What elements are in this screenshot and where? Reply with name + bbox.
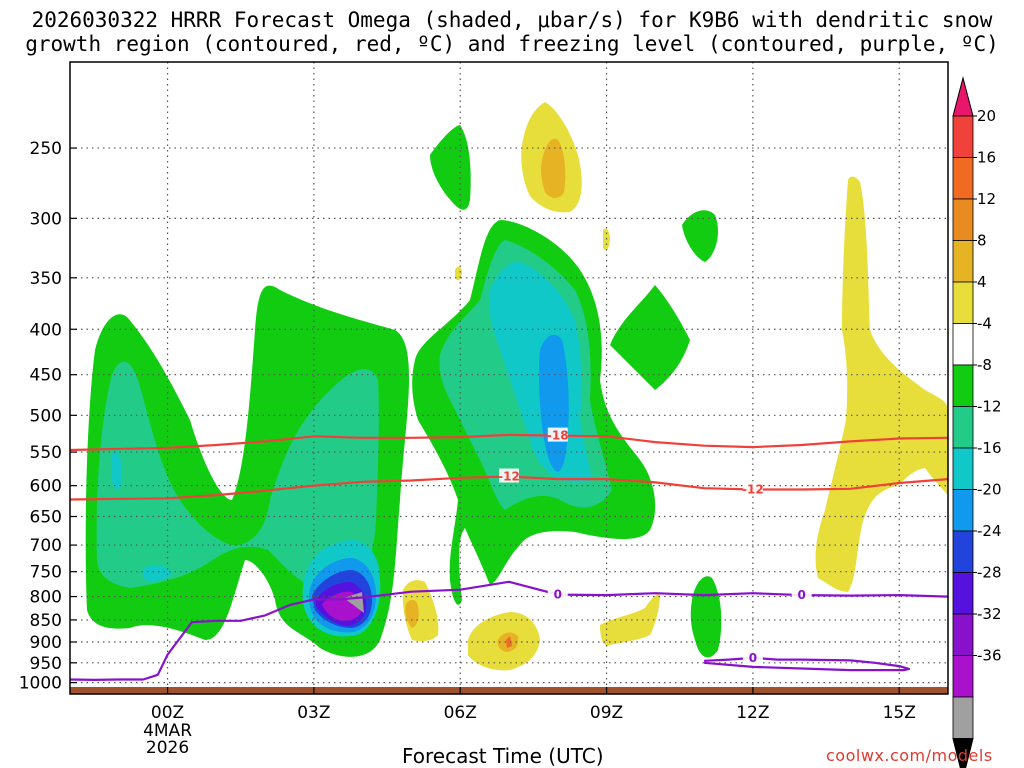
contour-label-3: 0 xyxy=(554,588,562,602)
y-tick-label-850: 850 xyxy=(30,611,62,631)
y-tick-label-450: 450 xyxy=(30,366,62,386)
colorbar-tick-label-5: -4 xyxy=(977,315,992,333)
colorbar-tick-label-1: 16 xyxy=(977,149,996,167)
contour-label-bg-1 xyxy=(499,468,519,483)
y-tick-label-250: 250 xyxy=(30,139,62,159)
omega-region-minus8-small-top xyxy=(682,210,719,262)
y-axis: 2503003504004505005506006507007508008509… xyxy=(19,139,77,694)
colorbar-tick-label-6: -8 xyxy=(977,356,992,374)
omega-region-minus12-west xyxy=(96,361,379,590)
contour-line-1 xyxy=(70,433,948,452)
y-tick-label-700: 700 xyxy=(30,536,62,556)
colorbar-tick-label-12: -32 xyxy=(977,605,1002,623)
y-tick-label-950: 950 xyxy=(30,654,62,674)
x-tick-label-09Z: 09Z xyxy=(590,703,623,723)
colorbar-segment-4 xyxy=(952,281,974,324)
y-tick-label-750: 750 xyxy=(30,563,62,583)
omega-region-minus16-west-small xyxy=(111,451,123,490)
colorbar-tick-label-4: 4 xyxy=(977,273,987,291)
contour-lines: -18 -12 -12 0 0 0 xyxy=(70,427,948,681)
x-axis-title: Forecast Time (UTC) xyxy=(402,744,604,768)
colorbar: 20 16 12 8 4 -4 -8 -12 -16 -20 -24 -28 -32 -36 xyxy=(952,76,1002,768)
colorbar-tick-label-3: 8 xyxy=(977,232,987,250)
x-tick-label-15Z: 15Z xyxy=(883,703,916,723)
colorbar-tick-label-9: -20 xyxy=(977,481,1002,499)
omega-region-minus8-ne xyxy=(610,285,690,390)
colorbar-tick-label-13: -36 xyxy=(977,647,1002,665)
contour-label-bg-5 xyxy=(742,649,763,664)
x-tick-label-12Z: 12Z xyxy=(736,703,769,723)
x-date-label-0: 4MAR xyxy=(143,721,192,741)
y-tick-label-400: 400 xyxy=(30,320,62,340)
omega-region-minus16-west-low xyxy=(142,565,172,582)
colorbar-segment-14 xyxy=(952,696,974,739)
y-tick-label-550: 550 xyxy=(30,443,62,463)
ground-strip xyxy=(70,687,948,694)
colorbar-segment-11 xyxy=(952,572,974,615)
contour-label-2: -12 xyxy=(742,482,764,496)
colorbar-segment-9 xyxy=(952,489,974,532)
y-tick-label-800: 800 xyxy=(30,588,62,608)
x-date-label-1: 2026 xyxy=(146,738,189,758)
omega-region-plus8-mid xyxy=(405,599,419,628)
colorbar-segment-6 xyxy=(952,364,974,407)
chart-title-line-1: 2026030322 HRRR Forecast Omega (shaded, … xyxy=(31,8,993,32)
contour-label-4: 0 xyxy=(797,588,805,602)
contour-label-bg-4 xyxy=(791,587,812,602)
colorbar-top-arrow xyxy=(952,76,974,117)
contour-label-5: 0 xyxy=(749,651,757,665)
colorbar-segment-2 xyxy=(952,198,974,241)
colorbar-tick-label-7: -12 xyxy=(977,398,1002,416)
y-tick-label-900: 900 xyxy=(30,633,62,653)
y-tick-label-350: 350 xyxy=(30,269,62,289)
colorbar-segment-13 xyxy=(952,655,974,698)
credit-link[interactable]: coolwx.com/models xyxy=(826,746,993,765)
colorbar-tick-label-10: -24 xyxy=(977,522,1002,540)
omega-region-plus8-top xyxy=(541,138,566,198)
colorbar-segment-12 xyxy=(952,613,974,656)
y-tick-label-1000: 1000 xyxy=(19,674,62,694)
chart-title-line-2: growth region (contoured, red, ºC) and f… xyxy=(25,32,999,56)
y-tick-label-650: 650 xyxy=(30,507,62,527)
colorbar-bottom-arrow xyxy=(952,738,974,768)
colorbar-segment-3 xyxy=(952,240,974,283)
omega-region-plus4-right xyxy=(600,592,660,646)
contour-label-bg-3 xyxy=(547,586,568,601)
colorbar-segment-1 xyxy=(952,157,974,200)
contour-line-0 xyxy=(70,475,948,501)
gridlines xyxy=(70,62,948,694)
y-tick-label-300: 300 xyxy=(30,209,62,229)
colorbar-segment-8 xyxy=(952,447,974,490)
y-tick-label-600: 600 xyxy=(30,477,62,497)
colorbar-segment-10 xyxy=(952,530,974,573)
colorbar-tick-label-2: 12 xyxy=(977,190,996,208)
colorbar-tick-label-8: -16 xyxy=(977,439,1002,457)
x-tick-label-00Z: 00Z xyxy=(151,703,184,723)
chart-title: 2026030322 HRRR Forecast Omega (shaded, … xyxy=(0,8,1024,56)
contour-label-0: -18 xyxy=(547,429,569,443)
colorbar-tick-label-11: -28 xyxy=(977,564,1002,582)
colorbar-segment-0 xyxy=(952,115,974,158)
contour-label-1: -12 xyxy=(498,470,520,484)
contour-label-bg-2 xyxy=(742,481,763,496)
x-tick-label-03Z: 03Z xyxy=(297,703,330,723)
y-tick-label-500: 500 xyxy=(30,406,62,426)
plot-frame xyxy=(69,61,949,695)
contour-label-bg-0 xyxy=(547,427,568,442)
contour-line-2 xyxy=(70,580,948,681)
colorbar-tick-label-0: 20 xyxy=(977,107,996,125)
colorbar-segment-7 xyxy=(952,406,974,449)
colorbar-segment-5 xyxy=(952,323,974,366)
x-tick-label-06Z: 06Z xyxy=(444,703,477,723)
omega-region-plus12-low xyxy=(506,636,512,648)
